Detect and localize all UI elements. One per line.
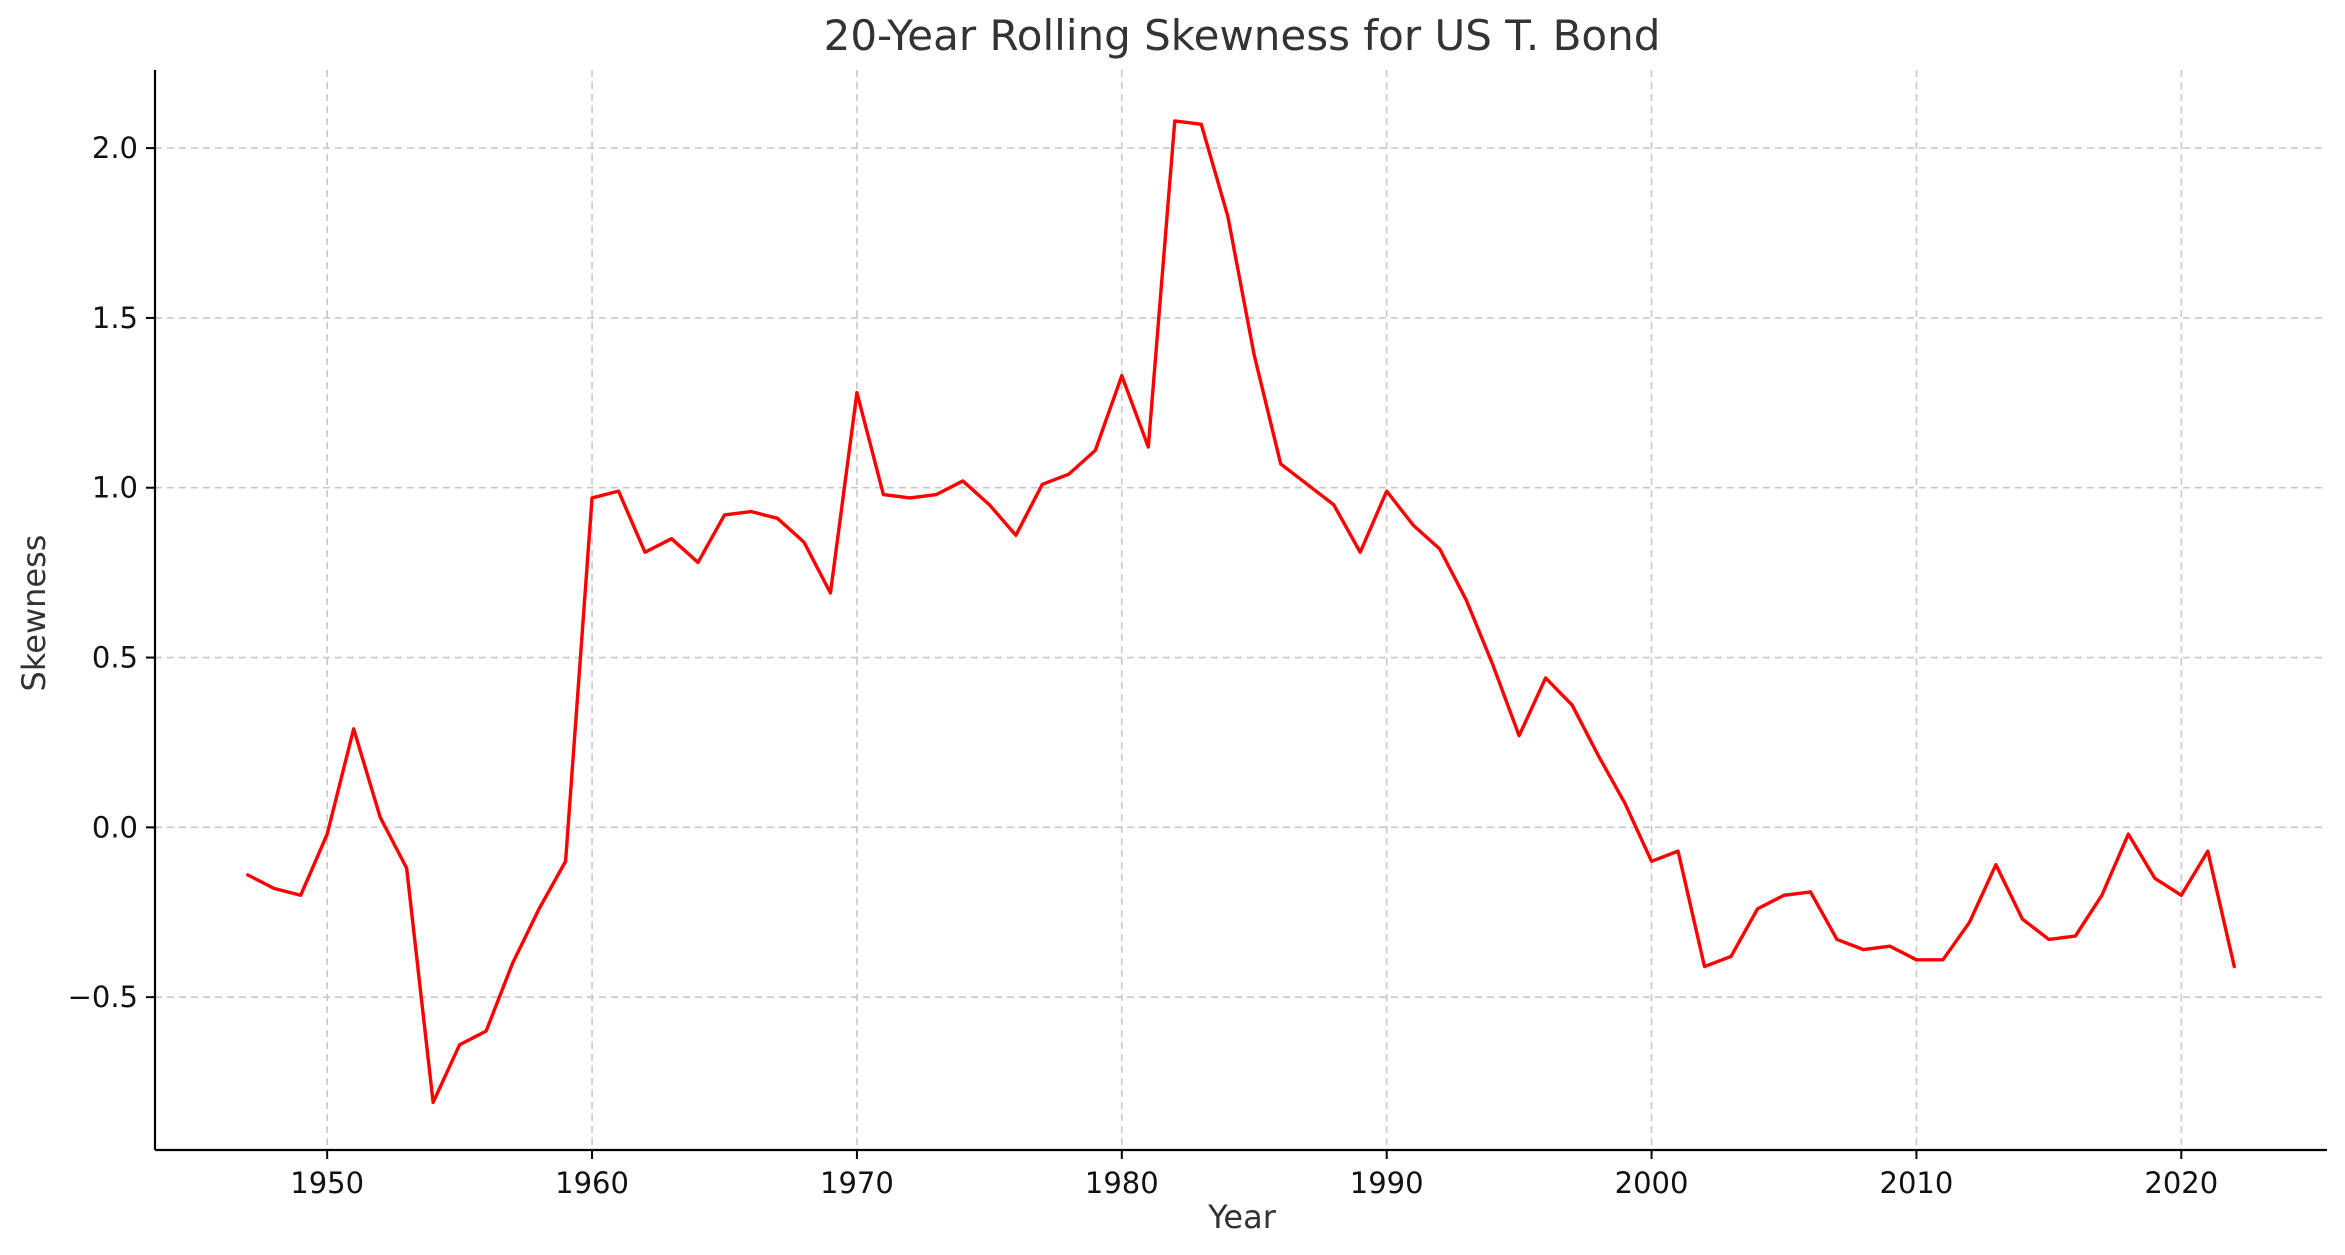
series-line — [246, 119, 2236, 1105]
y-tick-label: 2.0 — [92, 131, 138, 165]
grid-layer — [155, 70, 2327, 1150]
x-axis-label: Year — [1207, 1198, 1277, 1236]
axes-layer: 1950 1960 1970 1980 1990 2000 2010 2020 −0.5 0.0 0… — [68, 70, 2327, 1200]
x-tick-label: 1960 — [555, 1166, 629, 1200]
x-tick-label: 1970 — [820, 1166, 894, 1200]
chart-title: 20-Year Rolling Skewness for US T. Bond — [824, 11, 1661, 60]
x-tick-label: 2000 — [1615, 1166, 1689, 1200]
x-tick-label: 1980 — [1085, 1166, 1159, 1200]
y-axis-label: Skewness — [15, 535, 53, 692]
x-tick-label: 2020 — [2144, 1166, 2218, 1200]
series-layer — [246, 119, 2236, 1105]
x-tick-label: 1950 — [290, 1166, 364, 1200]
y-tick-label: 0.0 — [92, 810, 138, 844]
x-tick-label: 2010 — [1880, 1166, 1954, 1200]
y-tick-label: −0.5 — [68, 980, 138, 1014]
y-tick-label: 0.5 — [92, 641, 138, 675]
y-tick-label: 1.5 — [92, 301, 138, 335]
y-tick-label: 1.0 — [92, 471, 138, 505]
x-tick-label: 1990 — [1350, 1166, 1424, 1200]
